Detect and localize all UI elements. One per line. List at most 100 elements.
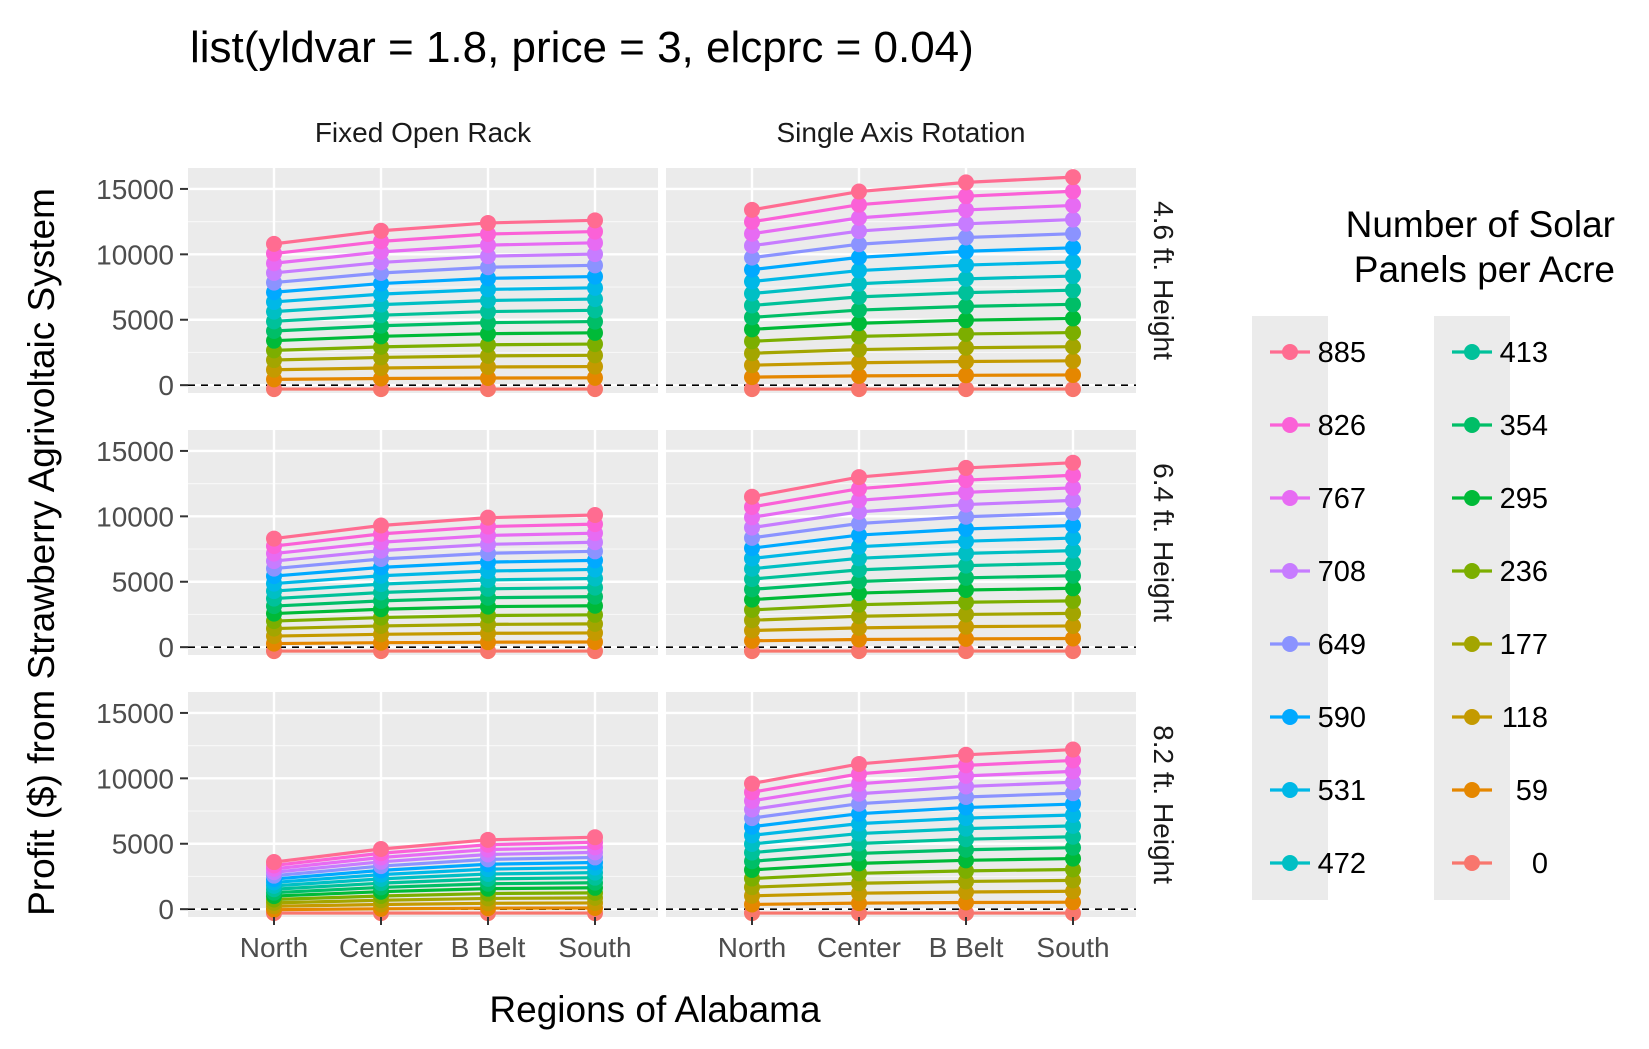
data-point-59 (851, 367, 867, 384)
series-295 (266, 324, 603, 349)
data-point-649 (744, 249, 760, 266)
y-tick-label: 15000 (96, 436, 174, 467)
series-line-177 (751, 345, 1074, 355)
legend-entry-649: 649 (1270, 629, 1366, 661)
data-point-590 (587, 268, 603, 285)
legend-entry-472: 472 (1270, 848, 1366, 880)
data-point-118 (480, 358, 496, 375)
data-point-885 (266, 530, 282, 547)
series-236 (744, 324, 1081, 350)
data-point-590 (1065, 239, 1081, 256)
series-line-531 (273, 286, 596, 304)
legend-label: 531 (1318, 775, 1366, 807)
chart-title: list(yldvar = 1.8, price = 3, elcprc = 0… (190, 23, 974, 72)
x-tick-label: Center (339, 932, 423, 963)
series-767 (266, 234, 603, 272)
y-tick-label: 15000 (96, 174, 174, 205)
series-line-354 (273, 595, 596, 608)
series-line-885 (273, 513, 596, 541)
data-point-354 (1065, 567, 1081, 584)
y-axis-title: Profit ($) from Strawberry Agrivoltaic S… (21, 188, 62, 916)
data-point-177 (480, 347, 496, 364)
legend-label: 590 (1318, 702, 1366, 734)
legend-key-point (1464, 855, 1480, 871)
data-point-472 (1065, 268, 1081, 285)
y-tick-label: 15000 (96, 698, 174, 729)
series-line-472 (273, 576, 596, 593)
data-point-531 (1065, 253, 1081, 270)
x-axis-ticks: North Center B Belt South North Center B Belt S… (240, 917, 1110, 963)
series-line-885 (751, 747, 1074, 786)
legend-key-point (1464, 344, 1480, 360)
series-line-295 (751, 316, 1074, 331)
legend-label: 295 (1500, 483, 1548, 515)
data-point-0 (744, 381, 760, 398)
series-line-354 (273, 881, 596, 895)
data-point-767 (958, 201, 974, 218)
series-line-413 (751, 835, 1074, 855)
series-line-59 (751, 636, 1074, 643)
data-point-59 (587, 369, 603, 386)
data-point-295 (958, 582, 974, 599)
data-point-649 (851, 515, 867, 532)
data-point-767 (744, 225, 760, 242)
legend-label: 767 (1318, 483, 1366, 515)
legend-key-point (1464, 709, 1480, 725)
data-point-885 (373, 517, 389, 534)
series-line-649 (751, 511, 1074, 540)
series-line-590 (273, 558, 596, 578)
series-line-177 (273, 896, 596, 905)
data-point-413 (480, 303, 496, 320)
data-point-826 (480, 226, 496, 243)
y-tick-label: 0 (158, 370, 174, 401)
legend-key-point (1464, 563, 1480, 579)
series-885 (266, 507, 603, 547)
legend-key-point (1282, 636, 1298, 652)
legend-key-point (1282, 490, 1298, 506)
series-line-531 (751, 260, 1074, 284)
series-177 (744, 605, 1081, 629)
series-line-826 (751, 189, 1074, 224)
series-885 (744, 454, 1081, 505)
data-point-590 (958, 243, 974, 260)
series-line-531 (273, 865, 596, 885)
series-line-413 (751, 288, 1074, 308)
data-point-177 (851, 608, 867, 625)
data-point-59 (480, 370, 496, 386)
series-line-413 (751, 561, 1074, 581)
data-point-0 (1065, 381, 1081, 398)
data-point-885 (587, 212, 603, 229)
x-tick-label: B Belt (451, 932, 526, 963)
data-point-885 (744, 775, 760, 792)
series-line-708 (751, 498, 1074, 530)
series-649 (744, 225, 1081, 266)
y-axis-ticks: 0 5000 10000 15000 0 5000 10000 15000 0 5000 10000… (96, 174, 188, 925)
series-177 (744, 338, 1081, 362)
series-line-531 (273, 567, 596, 586)
y-tick-label: 0 (158, 632, 174, 663)
x-tick-label: North (240, 932, 308, 963)
legend-entry-295: 295 (1452, 483, 1548, 515)
legend-key-point (1282, 563, 1298, 579)
data-point-118 (958, 353, 974, 370)
x-axis-title: Regions of Alabama (489, 989, 821, 1030)
data-point-885 (744, 488, 760, 505)
data-point-236 (1065, 592, 1081, 609)
data-point-885 (373, 222, 389, 239)
data-point-0 (1065, 643, 1081, 660)
data-point-826 (1065, 183, 1081, 200)
series-line-354 (751, 302, 1074, 319)
data-point-531 (744, 273, 760, 290)
data-point-708 (1065, 492, 1081, 509)
data-point-413 (851, 288, 867, 305)
legend-key-point (1464, 782, 1480, 798)
facet-strips: Fixed Open Rack Single Axis Rotation 4.6 f… (315, 117, 1179, 884)
legend-entry-236: 236 (1452, 556, 1548, 588)
data-point-708 (480, 248, 496, 265)
data-point-767 (851, 492, 867, 509)
data-point-59 (1065, 630, 1081, 647)
data-point-236 (958, 594, 974, 611)
legend-label: 826 (1318, 410, 1366, 442)
data-point-767 (1065, 197, 1081, 214)
